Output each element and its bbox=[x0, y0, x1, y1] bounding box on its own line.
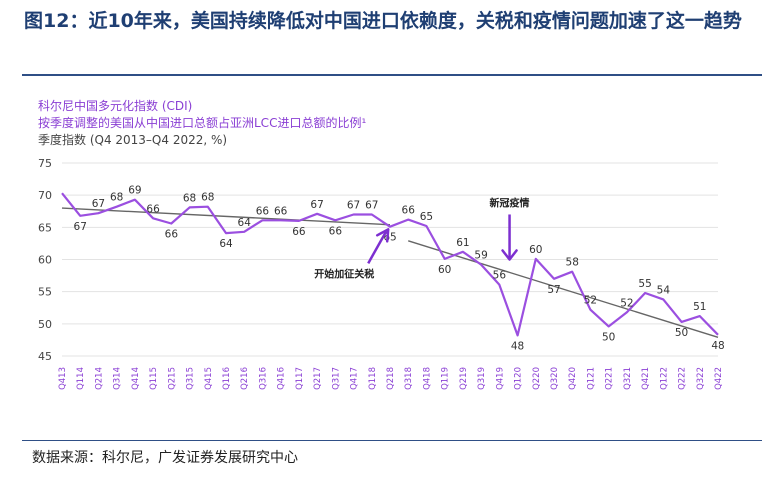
x-tick-label: Q115 bbox=[149, 367, 159, 390]
data-label: 67 bbox=[92, 198, 105, 210]
chart-title: 科尔尼中国多元化指数 (CDI) bbox=[38, 99, 193, 113]
x-tick-label: Q419 bbox=[495, 367, 505, 390]
title-rule bbox=[22, 74, 762, 76]
x-tick-label: Q322 bbox=[696, 367, 706, 390]
x-tick-label: Q420 bbox=[568, 367, 578, 390]
line-chart: 45 50 55 60 65 70 75 Q413 Q114 Q214 Q314 Q414 Q115 Q2… bbox=[38, 157, 725, 390]
data-label: 60 bbox=[529, 244, 542, 256]
data-label: 57 bbox=[547, 284, 560, 296]
tariff-arrow-shaft bbox=[367, 230, 388, 264]
x-tick-label: Q319 bbox=[477, 367, 487, 390]
x-tick-label: Q217 bbox=[313, 367, 323, 390]
x-tick-label: Q220 bbox=[532, 367, 542, 390]
tariff-arrow-head bbox=[375, 228, 390, 243]
x-tick-label: Q417 bbox=[350, 367, 360, 390]
x-tick-label: Q117 bbox=[295, 367, 305, 390]
trend-line bbox=[408, 240, 719, 339]
data-label: 67 bbox=[74, 221, 87, 233]
x-tick-label: Q416 bbox=[277, 367, 287, 390]
data-label: 50 bbox=[602, 331, 615, 343]
data-label: 50 bbox=[675, 327, 688, 339]
x-tick-label: Q318 bbox=[404, 367, 414, 390]
data-label: 68 bbox=[110, 192, 123, 204]
data-label: 69 bbox=[128, 185, 141, 197]
series-line bbox=[61, 192, 719, 337]
x-tick-label: Q121 bbox=[586, 367, 596, 390]
x-tick-label: Q118 bbox=[368, 367, 378, 390]
data-label: 59 bbox=[474, 250, 487, 262]
x-tick-label: Q320 bbox=[550, 367, 560, 390]
x-tick-label: Q218 bbox=[386, 367, 396, 390]
x-tick-label: Q222 bbox=[678, 367, 688, 390]
y-tick-label: 75 bbox=[38, 157, 52, 170]
x-tick-label: Q321 bbox=[623, 367, 633, 390]
data-label: 66 bbox=[329, 225, 343, 237]
covid-arrow-head bbox=[501, 249, 518, 261]
x-tick-label: Q422 bbox=[714, 367, 724, 390]
data-label: 67 bbox=[347, 199, 360, 211]
data-label: 64 bbox=[219, 238, 233, 250]
x-tick-label: Q314 bbox=[113, 367, 123, 390]
x-tick-label: Q120 bbox=[514, 367, 524, 390]
data-label: 58 bbox=[566, 257, 579, 269]
y-tick-label: 55 bbox=[38, 286, 52, 299]
y-axis-label: 季度指数 (Q4 2013–Q4 2022, %) bbox=[38, 133, 228, 147]
data-label: 52 bbox=[620, 297, 633, 309]
data-label: 48 bbox=[511, 340, 524, 352]
x-tick-label: Q214 bbox=[94, 367, 104, 390]
y-tick-label: 65 bbox=[38, 221, 52, 234]
x-tick-label: Q215 bbox=[167, 367, 177, 390]
data-label: 55 bbox=[638, 278, 651, 290]
data-label: 66 bbox=[165, 228, 179, 240]
y-tick-label: 60 bbox=[38, 254, 52, 267]
trend-line bbox=[61, 207, 391, 226]
y-tick-label: 50 bbox=[38, 318, 52, 331]
data-label: 48 bbox=[711, 340, 724, 352]
data-label: 51 bbox=[693, 301, 706, 313]
x-tick-label: Q415 bbox=[204, 367, 214, 390]
x-tick-label: Q219 bbox=[459, 367, 469, 390]
x-tick-label: Q315 bbox=[186, 367, 196, 390]
annotation-tariff: 开始加征关税 bbox=[314, 267, 374, 280]
data-label: 66 bbox=[402, 205, 416, 217]
x-tick-label: Q413 bbox=[58, 367, 68, 390]
data-label: 68 bbox=[201, 192, 214, 204]
data-label: 67 bbox=[365, 199, 378, 211]
data-label: 66 bbox=[274, 205, 288, 217]
data-label: 66 bbox=[146, 203, 160, 215]
data-label: 52 bbox=[584, 295, 597, 307]
data-label: 68 bbox=[183, 192, 196, 204]
figure-title: 图12：近10年来，美国持续降低对中国进口依赖度，关税和疫情问题加速了这一趋势 bbox=[24, 10, 742, 32]
x-tick-label: Q221 bbox=[605, 367, 615, 390]
data-label: 64 bbox=[238, 217, 252, 229]
x-tick-label: Q418 bbox=[422, 367, 432, 390]
data-label: 67 bbox=[310, 199, 323, 211]
data-label: 60 bbox=[438, 264, 451, 276]
y-tick-label: 70 bbox=[38, 189, 52, 202]
x-tick-label: Q414 bbox=[131, 367, 141, 390]
x-tick-label: Q421 bbox=[641, 367, 651, 390]
data-label: 65 bbox=[420, 211, 433, 223]
x-tick-label: Q316 bbox=[258, 367, 268, 390]
data-label: 54 bbox=[657, 284, 671, 296]
annotation-covid: 新冠疫情 bbox=[490, 196, 530, 209]
x-tick-label: Q122 bbox=[659, 367, 669, 390]
chart-subtitle: 按季度调整的美国从中国进口总额占亚洲LCC进口总额的比例¹ bbox=[38, 116, 367, 130]
data-label: 61 bbox=[456, 237, 469, 249]
x-tick-label: Q119 bbox=[441, 367, 451, 390]
source-rule bbox=[22, 440, 762, 441]
data-label: 66 bbox=[292, 226, 306, 238]
data-label: 66 bbox=[256, 205, 270, 217]
x-tick-label: Q114 bbox=[76, 367, 86, 390]
x-tick-label: Q116 bbox=[222, 367, 232, 390]
data-label: 56 bbox=[493, 270, 507, 282]
y-tick-label: 45 bbox=[38, 350, 52, 363]
x-tick-label: Q317 bbox=[331, 367, 341, 390]
x-tick-label: Q216 bbox=[240, 367, 250, 390]
source-note: 数据来源：科尔尼，广发证券发展研究中心 bbox=[32, 450, 298, 466]
